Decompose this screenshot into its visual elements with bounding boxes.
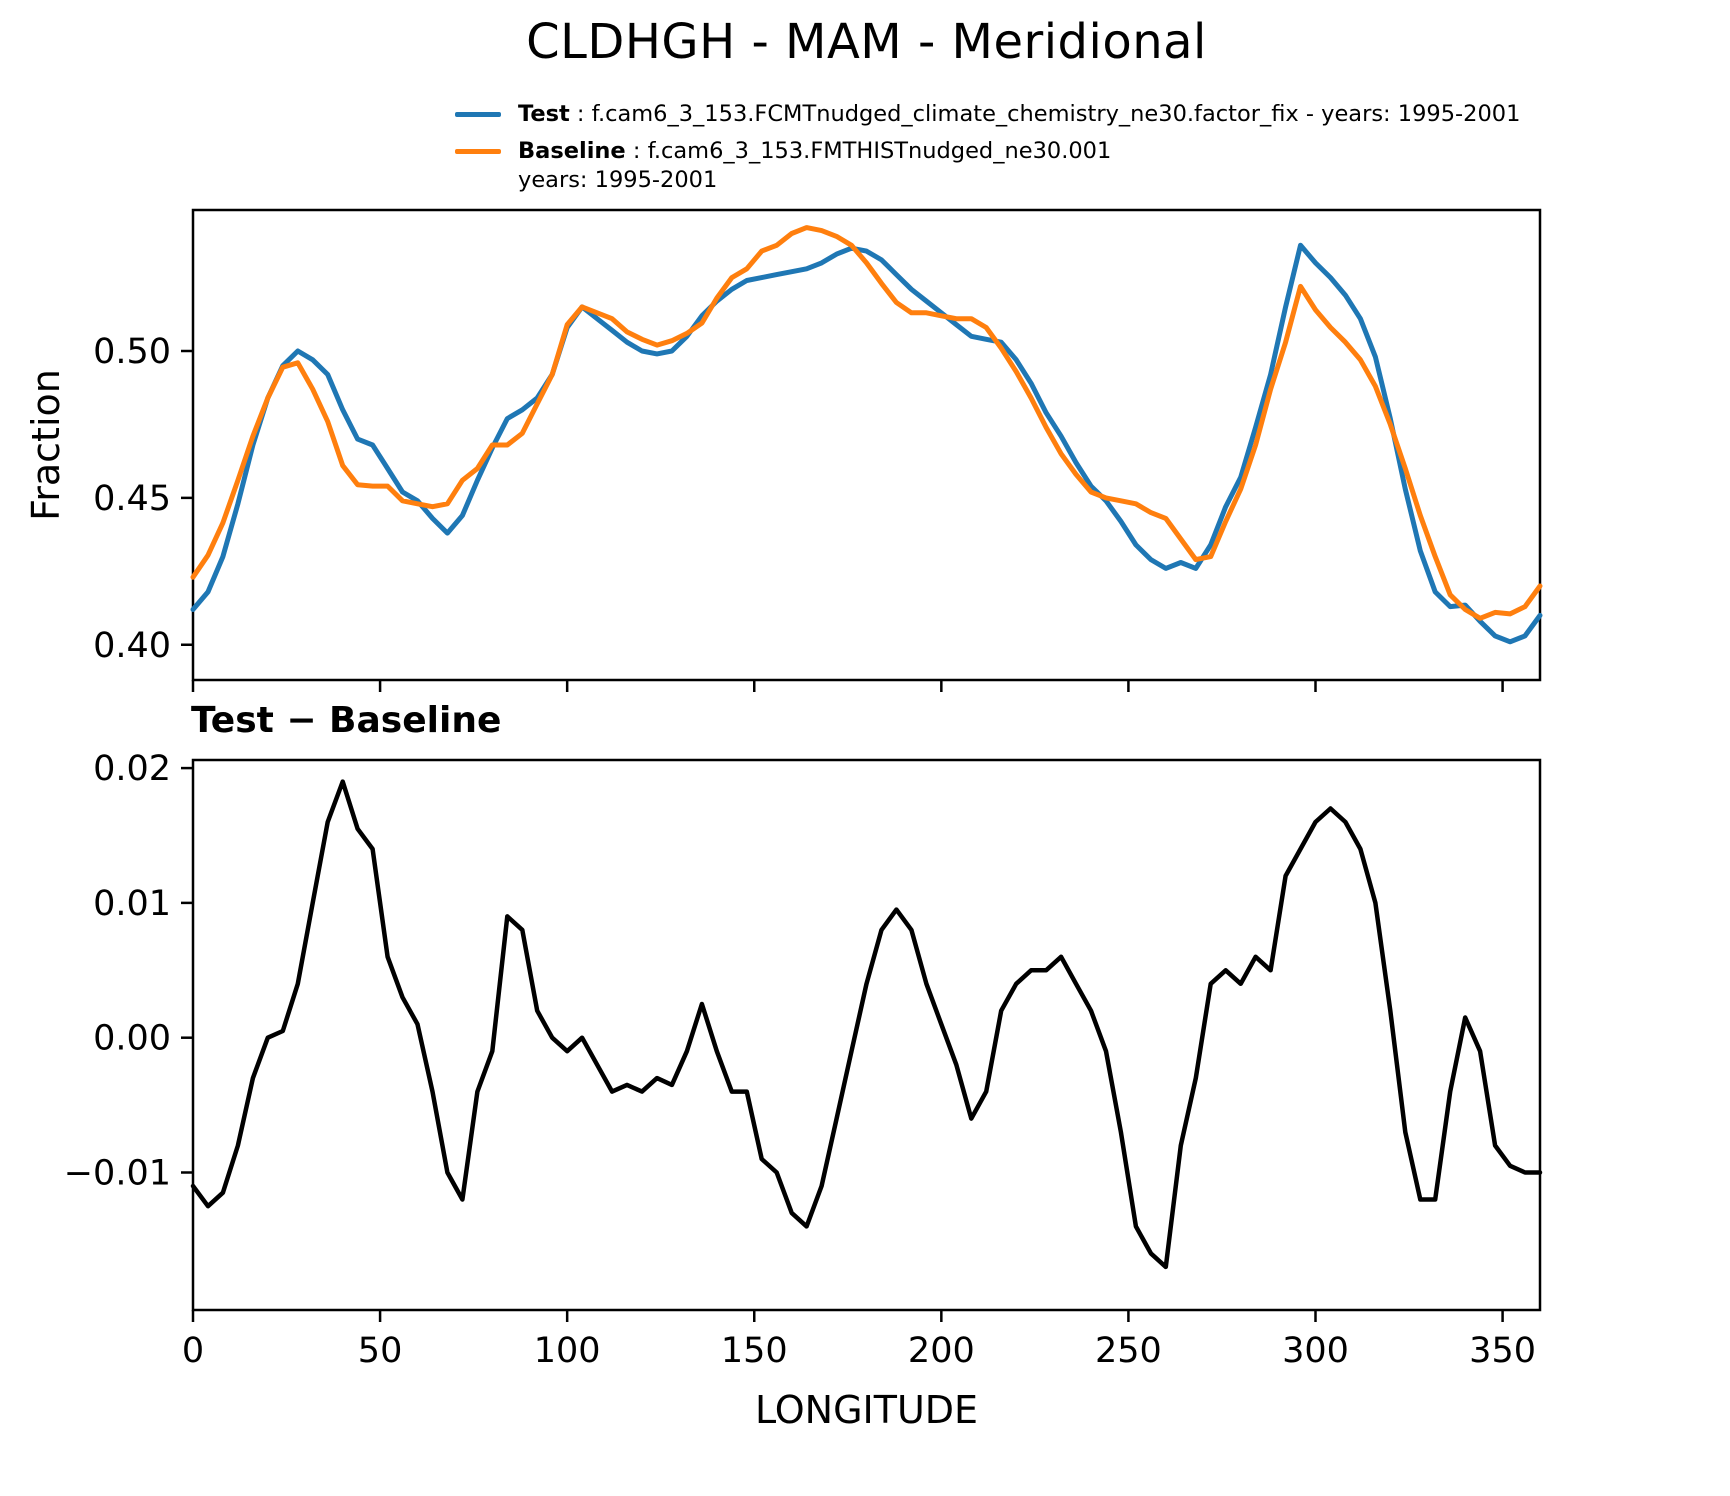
x-tick-label: 100 xyxy=(534,1331,601,1371)
y-tick-label: 0.50 xyxy=(93,332,171,372)
x-axis-label: LONGITUDE xyxy=(754,1388,979,1432)
legend-item-test: Test : f.cam6_3_153.FCMTnudged_climate_c… xyxy=(455,100,1520,130)
x-tick-label: 150 xyxy=(721,1331,788,1371)
y-tick-label: 0.40 xyxy=(93,626,171,666)
diff-line xyxy=(190,779,1543,1270)
y-tick-label: 0.01 xyxy=(93,884,171,924)
legend-baseline-label: Baseline xyxy=(518,137,626,164)
legend-test-text: Test : f.cam6_3_153.FCMTnudged_climate_c… xyxy=(518,100,1520,130)
y-tick-label: 0.00 xyxy=(93,1019,171,1059)
x-tick-label: 300 xyxy=(1282,1331,1349,1371)
plot-frame xyxy=(191,758,1542,1312)
y-tick-label: −0.01 xyxy=(64,1154,171,1194)
legend-baseline-line1: Baseline : f.cam6_3_153.FMTHISTnudged_ne… xyxy=(518,137,1111,167)
legend-test-desc: : f.cam6_3_153.FCMTnudged_climate_chemis… xyxy=(569,101,1521,127)
y-tick-label: 0.02 xyxy=(93,749,171,789)
chart-title: CLDHGH - MAM - Meridional xyxy=(526,14,1207,70)
x-tick-label: 200 xyxy=(908,1331,975,1371)
legend-baseline-years: years: 1995-2001 xyxy=(518,167,718,194)
legend: Test : f.cam6_3_153.FCMTnudged_climate_c… xyxy=(455,100,1520,203)
x-tick-label: 350 xyxy=(1469,1331,1536,1371)
baseline-line-swatch xyxy=(455,148,501,154)
y-tick-label: 0.45 xyxy=(93,479,171,519)
diff-panel-title: Test − Baseline xyxy=(191,700,502,741)
plot-frame xyxy=(191,208,1542,682)
legend-baseline-desc: : f.cam6_3_153.FMTHISTnudged_ne30.001 xyxy=(625,137,1112,164)
test-line xyxy=(190,242,1543,645)
baseline-line xyxy=(190,225,1543,621)
y-axis-label: Fraction xyxy=(24,369,68,521)
test-line-swatch xyxy=(455,112,501,117)
legend-baseline-text: Baseline : f.cam6_3_153.FMTHISTnudged_ne… xyxy=(518,137,1111,196)
x-tick-label: 250 xyxy=(1095,1331,1162,1371)
x-tick-label: 0 xyxy=(182,1331,204,1371)
legend-item-baseline: Baseline : f.cam6_3_153.FMTHISTnudged_ne… xyxy=(455,137,1520,196)
x-tick-label: 50 xyxy=(358,1331,403,1371)
legend-test-label: Test xyxy=(518,101,570,127)
